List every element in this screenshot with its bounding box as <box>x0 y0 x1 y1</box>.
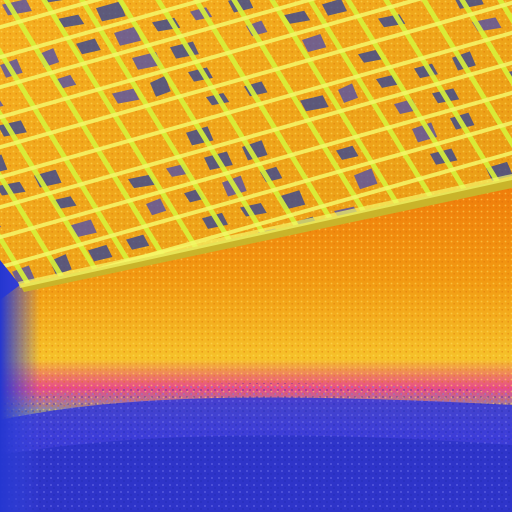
grid-cell-shadow <box>128 174 157 189</box>
grid-cell-shadow <box>112 88 140 104</box>
grid-cell-shadow <box>228 0 254 13</box>
grid-cell-shadow <box>150 75 171 97</box>
grid-line <box>377 0 512 285</box>
grid-cell-shadow <box>300 95 329 112</box>
grid-cell-shadow <box>322 0 347 16</box>
grid-line <box>0 0 512 92</box>
grid-cell-shadow <box>114 26 142 46</box>
grid-line <box>0 118 512 272</box>
grid-line <box>0 0 155 285</box>
grid-line <box>0 0 41 285</box>
grid-line <box>0 58 512 212</box>
grid-line <box>0 0 193 285</box>
grid-cell-shadow <box>96 1 126 22</box>
grid-cell-shadow <box>454 0 484 9</box>
grid-line <box>0 0 117 285</box>
grid-line <box>0 0 512 122</box>
grid-cell-shadow <box>126 234 150 250</box>
grid-cell-shadow <box>70 219 97 238</box>
grid-line <box>0 0 512 152</box>
grid-cell-shadow <box>58 14 85 28</box>
grid-line <box>0 0 512 62</box>
grid-cell-shadow <box>338 83 359 103</box>
left-edge <box>0 250 40 512</box>
grid-cell-shadow <box>88 244 113 262</box>
grid-cell-shadow <box>76 38 101 55</box>
grid-line <box>415 0 512 285</box>
grid-line <box>0 0 79 285</box>
grid-cell-shadow <box>284 10 311 24</box>
grid-cell-shadow <box>354 168 378 190</box>
grid-cell-shadow <box>336 145 359 160</box>
grid-line <box>0 28 512 182</box>
grid-line <box>0 0 512 32</box>
grid-cell-shadow <box>302 34 327 53</box>
grid-cell-shadow <box>0 154 8 176</box>
grid-line <box>0 88 512 242</box>
grid-cell-shadow <box>358 49 382 63</box>
grid-cell-shadow <box>146 198 167 216</box>
